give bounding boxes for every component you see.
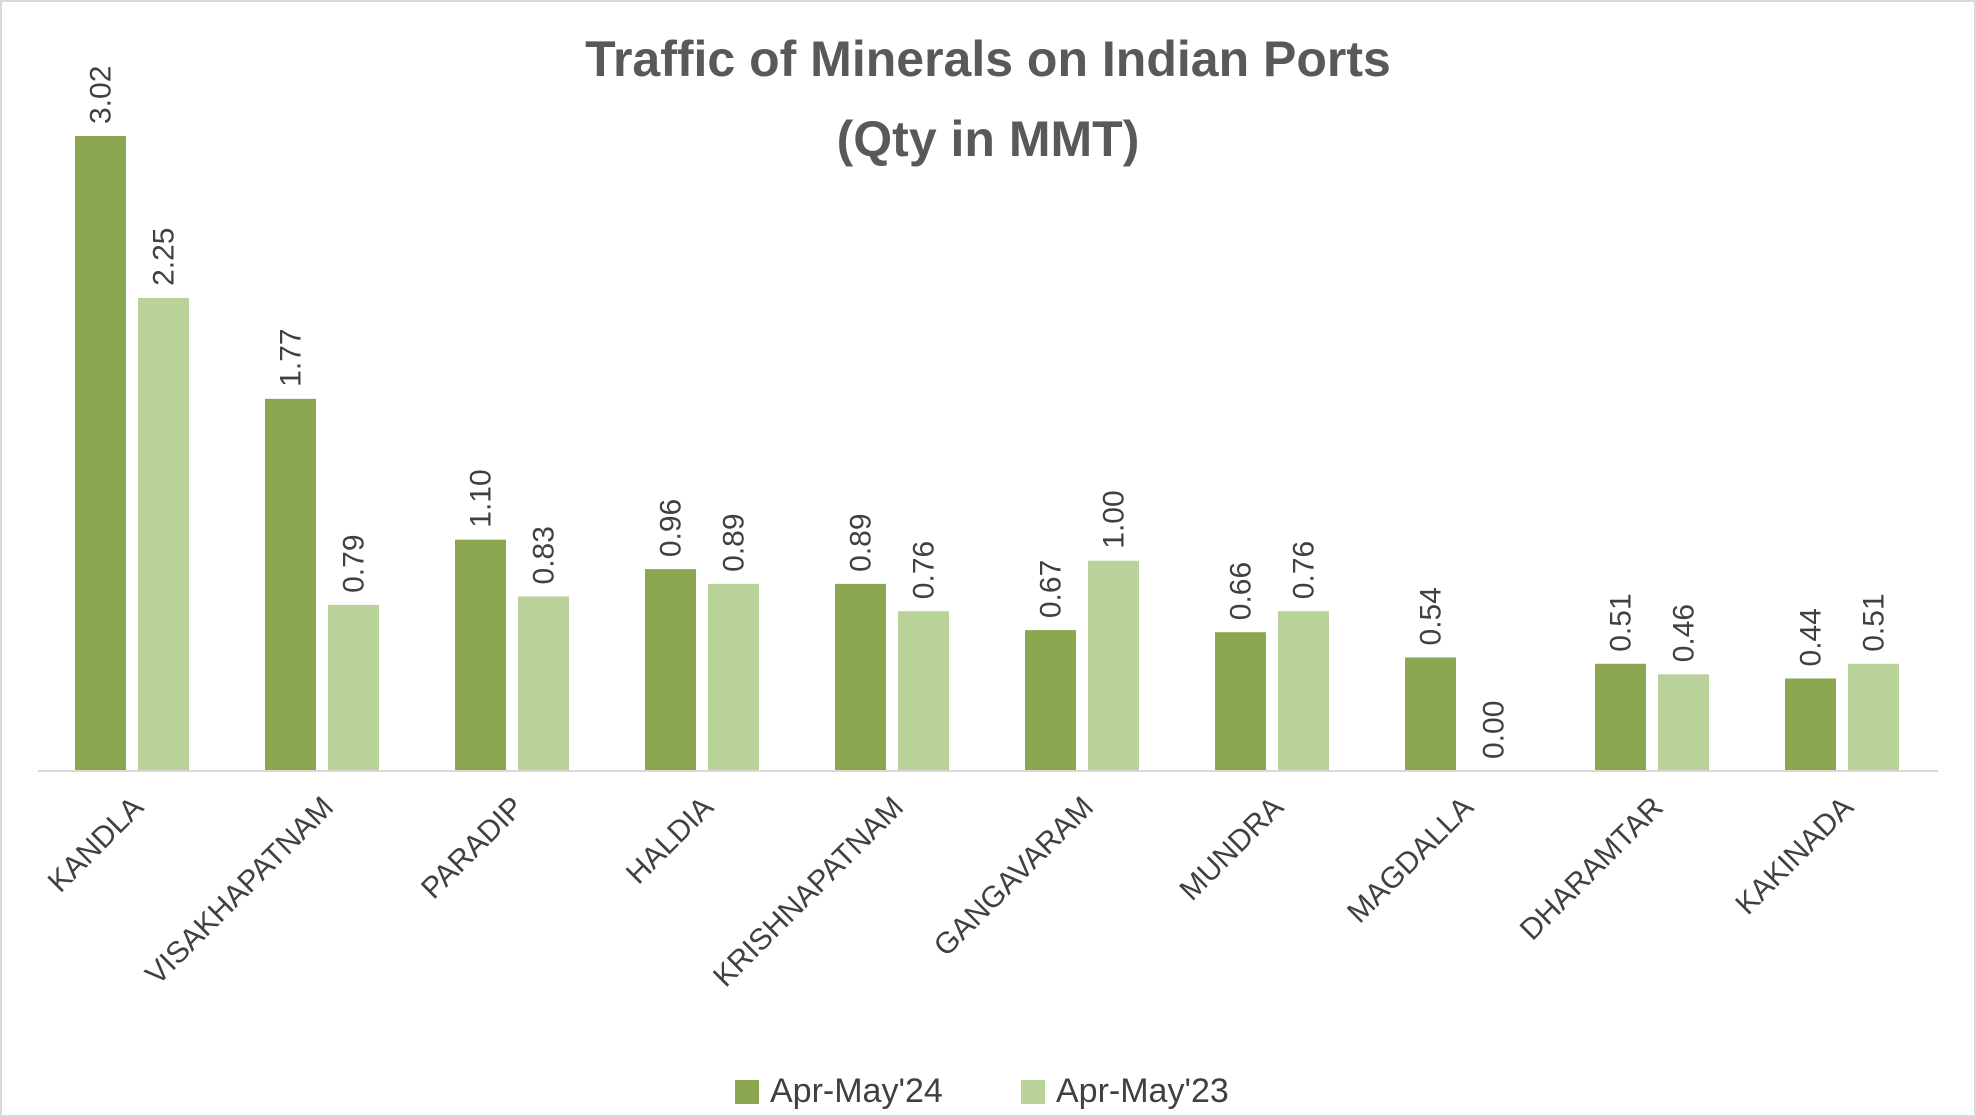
- bar: [708, 583, 759, 771]
- bar: [518, 596, 569, 771]
- bar: [328, 604, 379, 771]
- bar: [645, 569, 696, 771]
- bar: [75, 136, 126, 771]
- data-label: 0.67: [1035, 560, 1068, 618]
- data-label: 0.83: [528, 526, 561, 584]
- bar: [1088, 560, 1139, 771]
- data-label: 0.76: [1288, 541, 1321, 599]
- bar: [1785, 678, 1836, 771]
- legend-label: Apr-May'23: [1056, 1072, 1229, 1110]
- data-label: 0.46: [1668, 604, 1701, 662]
- data-label: 0.54: [1415, 587, 1448, 645]
- data-label: 0.66: [1225, 562, 1258, 620]
- data-label: 0.89: [845, 513, 878, 571]
- data-label: 0.51: [1605, 593, 1638, 651]
- bar: [1658, 674, 1709, 771]
- bar: [265, 398, 316, 771]
- data-label: 3.02: [85, 66, 118, 124]
- data-label: 0.79: [338, 535, 371, 593]
- bar: [1405, 657, 1456, 771]
- data-label: 0.00: [1478, 701, 1511, 759]
- bar: [138, 297, 189, 771]
- data-label: 0.76: [908, 541, 941, 599]
- chart-title: Traffic of Minerals on Indian Ports: [585, 31, 1391, 87]
- bar: [1848, 663, 1899, 771]
- data-label: 0.44: [1795, 608, 1828, 666]
- bar: [1595, 663, 1646, 771]
- bar: [455, 539, 506, 771]
- legend-swatch: [1021, 1080, 1045, 1104]
- bar: [1025, 630, 1076, 771]
- data-label: 0.89: [718, 513, 751, 571]
- legend-label: Apr-May'24: [770, 1072, 943, 1110]
- data-label: 0.51: [1858, 593, 1891, 651]
- chart-subtitle: (Qty in MMT): [837, 111, 1140, 167]
- data-label: 0.96: [655, 499, 688, 557]
- data-label: 2.25: [148, 228, 181, 286]
- data-label: 1.77: [275, 328, 308, 386]
- data-label: 1.00: [1098, 490, 1131, 548]
- bar: [1215, 632, 1266, 771]
- legend-swatch: [735, 1080, 759, 1104]
- bar: [898, 611, 949, 771]
- data-label: 1.10: [465, 469, 498, 527]
- bar: [1278, 611, 1329, 771]
- bar: [835, 583, 886, 771]
